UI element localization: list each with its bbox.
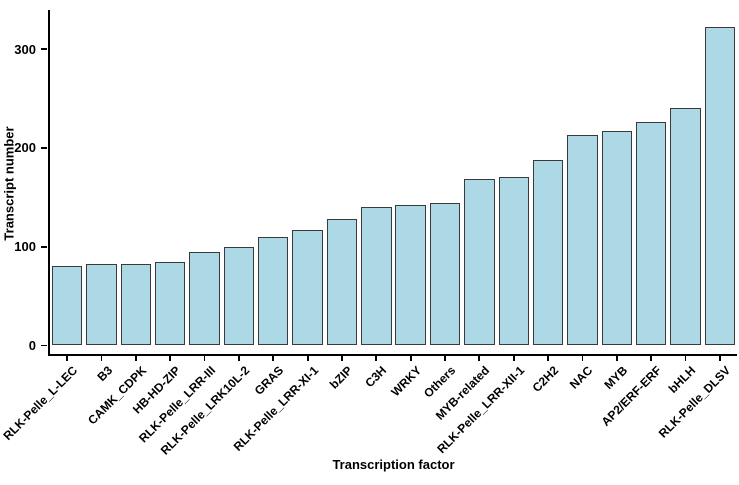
bar (86, 264, 117, 346)
y-tick-label: 100 (14, 239, 36, 255)
y-tick-mark (41, 245, 47, 248)
x-tick-mark (547, 356, 549, 361)
bar (532, 159, 564, 346)
x-tick-mark (169, 356, 172, 361)
x-tick-mark (581, 356, 584, 361)
bar (429, 203, 461, 346)
x-axis-title: Transcription factor (332, 457, 455, 472)
y-tick-mark (41, 146, 47, 149)
bar (326, 218, 358, 346)
x-tick-mark (615, 356, 618, 361)
x-tick-mark (203, 356, 206, 361)
x-tick-mark (512, 356, 515, 361)
bar (498, 177, 529, 346)
bar (464, 179, 495, 346)
x-tick-mark (684, 356, 687, 361)
bar (223, 246, 255, 346)
x-tick-mark (238, 356, 240, 361)
x-tick-mark (341, 356, 343, 361)
x-tick-mark (306, 356, 309, 361)
bar (601, 131, 632, 346)
bar (704, 27, 736, 346)
bar (51, 266, 83, 346)
y-tick-mark (41, 48, 47, 50)
y-axis-line (48, 10, 50, 356)
y-tick-label: 300 (14, 41, 36, 57)
bar (567, 134, 598, 346)
x-tick-mark (100, 356, 103, 361)
x-tick-mark (66, 356, 69, 361)
x-axis-line (48, 354, 737, 356)
y-tick-mark (41, 344, 47, 347)
bar (292, 229, 323, 346)
x-tick-mark (134, 356, 137, 361)
bar (670, 108, 701, 346)
bar (361, 207, 392, 346)
bar (258, 236, 289, 346)
x-tick-mark (718, 356, 721, 361)
bar (189, 251, 220, 346)
x-tick-mark (375, 356, 378, 361)
x-tick-mark (272, 356, 275, 361)
x-tick-mark (650, 356, 653, 361)
bar (120, 264, 152, 346)
bar (395, 205, 426, 346)
bar (635, 122, 667, 346)
x-tick-mark (444, 356, 446, 361)
y-tick-label: 200 (14, 140, 36, 156)
x-tick-mark (478, 356, 481, 361)
bar (155, 262, 186, 346)
y-tick-label: 0 (28, 338, 36, 353)
x-tick-mark (409, 356, 412, 361)
